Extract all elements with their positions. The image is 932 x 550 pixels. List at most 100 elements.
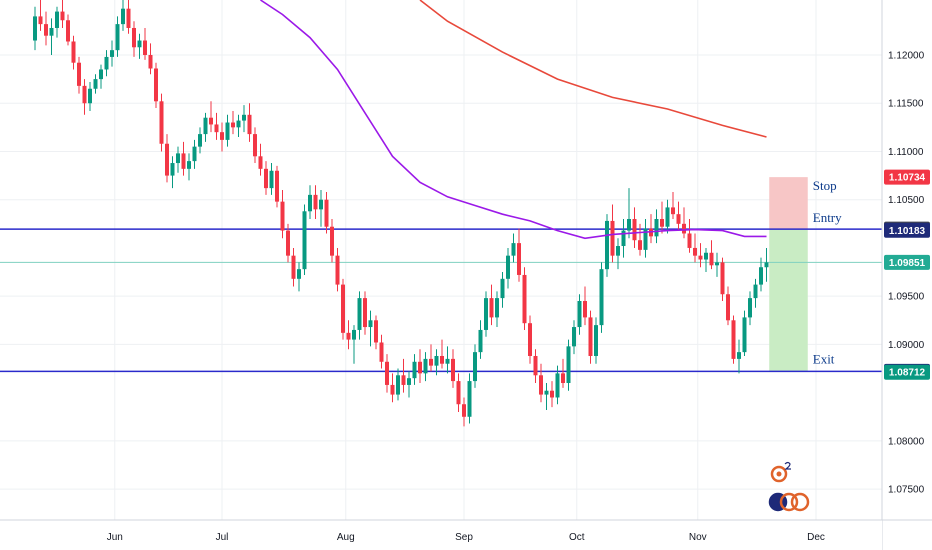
candle-down bbox=[148, 54, 153, 69]
candle-up bbox=[407, 378, 411, 385]
time-axis-background[interactable] bbox=[0, 520, 882, 550]
candle-down bbox=[583, 301, 587, 318]
logo-dot-icon bbox=[776, 471, 782, 477]
horizontal-levels[interactable] bbox=[0, 228, 882, 373]
annotation-stop: Stop bbox=[813, 178, 837, 193]
time-axis[interactable]: Jun Jul Aug Sep Oct Nov Dec bbox=[0, 519, 932, 550]
candle-down bbox=[687, 233, 692, 248]
candle-up bbox=[665, 207, 670, 227]
candle-up bbox=[605, 220, 609, 270]
candle-up bbox=[368, 320, 373, 328]
candle-up bbox=[187, 161, 191, 169]
time-tick-label: Jun bbox=[107, 532, 123, 543]
time-tick-label: Nov bbox=[689, 532, 707, 543]
candle-up bbox=[621, 230, 626, 247]
price-badges: 1.107341.101951.101831.098511.087211.087… bbox=[884, 169, 930, 380]
candle-down bbox=[671, 207, 675, 215]
candle-down bbox=[632, 218, 637, 241]
candle-up bbox=[308, 194, 312, 212]
candle-up bbox=[55, 11, 59, 28]
candle-up bbox=[412, 361, 417, 379]
candle-down bbox=[126, 8, 131, 28]
candle-down bbox=[291, 255, 296, 279]
price-tick-label: 1.11000 bbox=[888, 147, 924, 158]
candle-up bbox=[236, 120, 241, 128]
candle-up bbox=[445, 358, 450, 364]
price-badge-label: 1.08712 bbox=[889, 368, 926, 379]
candle-up bbox=[704, 252, 708, 260]
moving-average-mid-line bbox=[260, 0, 767, 240]
candle-up bbox=[88, 88, 92, 104]
candle-up bbox=[49, 27, 54, 36]
candle-up bbox=[99, 69, 103, 80]
candle-up bbox=[742, 317, 747, 353]
candle-up bbox=[242, 114, 246, 121]
time-tick-label: Sep bbox=[455, 532, 473, 543]
candle-down bbox=[258, 156, 263, 169]
candle-up bbox=[192, 146, 197, 162]
candle-down bbox=[363, 298, 367, 328]
price-tick-label: 1.07500 bbox=[888, 485, 925, 496]
candle-down bbox=[374, 320, 378, 343]
candle-down bbox=[528, 323, 532, 356]
price-badge-label: 1.10183 bbox=[889, 226, 926, 237]
candle-down bbox=[341, 284, 345, 333]
candle-up bbox=[577, 301, 582, 328]
trade-position-box[interactable] bbox=[769, 177, 808, 372]
candle-up bbox=[495, 298, 499, 318]
candle-down bbox=[401, 375, 406, 385]
stop-risk-zone[interactable] bbox=[769, 177, 808, 230]
candle-down bbox=[588, 317, 593, 356]
time-tick-label: Oct bbox=[569, 532, 585, 543]
candle-up bbox=[500, 278, 505, 299]
candle-down bbox=[676, 214, 681, 224]
candle-down bbox=[181, 153, 186, 169]
candle-down bbox=[77, 62, 81, 86]
price-axis[interactable]: 1.12000 1.11500 1.11000 1.10500 1.09500 1.090… bbox=[881, 0, 932, 550]
moving-averages bbox=[260, 0, 767, 240]
price-badge bbox=[884, 169, 930, 185]
candle-up bbox=[555, 373, 560, 398]
candle-down bbox=[38, 16, 43, 25]
candle-up bbox=[110, 50, 114, 57]
candle-up bbox=[434, 355, 439, 366]
candle-up bbox=[297, 269, 301, 279]
candle-down bbox=[385, 361, 389, 385]
candle-up bbox=[319, 199, 323, 210]
price-badge-label: 1.09851 bbox=[889, 258, 926, 269]
candle-up bbox=[93, 79, 98, 89]
candle-up bbox=[715, 262, 719, 266]
annotation-exit: Exit bbox=[813, 352, 835, 367]
price-tick-label: 1.09000 bbox=[888, 340, 925, 351]
candle-down bbox=[550, 390, 554, 398]
candlestick-series bbox=[33, 0, 769, 427]
watermark-logo bbox=[768, 461, 810, 512]
candle-up bbox=[506, 255, 510, 279]
candle-up bbox=[203, 117, 208, 135]
trade-annotations: Stop Entry Exit bbox=[813, 178, 842, 367]
candle-up bbox=[566, 346, 571, 384]
profit-target-zone[interactable] bbox=[769, 229, 808, 372]
candle-down bbox=[522, 274, 527, 324]
candle-down bbox=[286, 230, 290, 256]
candle-up bbox=[654, 218, 659, 237]
candle-down bbox=[709, 252, 714, 266]
candle-up bbox=[198, 134, 202, 147]
candle-up bbox=[467, 381, 472, 417]
candle-down bbox=[335, 255, 340, 285]
candle-up bbox=[33, 16, 37, 41]
candle-up bbox=[352, 329, 356, 340]
candle-up bbox=[572, 327, 576, 347]
candle-up bbox=[594, 325, 598, 356]
candle-down bbox=[429, 358, 433, 366]
candle-up bbox=[170, 163, 175, 176]
candle-down bbox=[698, 255, 703, 260]
candle-down bbox=[220, 132, 224, 140]
price-tick-label: 1.09500 bbox=[888, 292, 925, 303]
candle-down bbox=[82, 85, 87, 104]
price-axis-background[interactable] bbox=[882, 0, 932, 550]
candle-down bbox=[720, 262, 725, 295]
candle-up bbox=[478, 329, 483, 353]
candle-up bbox=[764, 262, 769, 268]
